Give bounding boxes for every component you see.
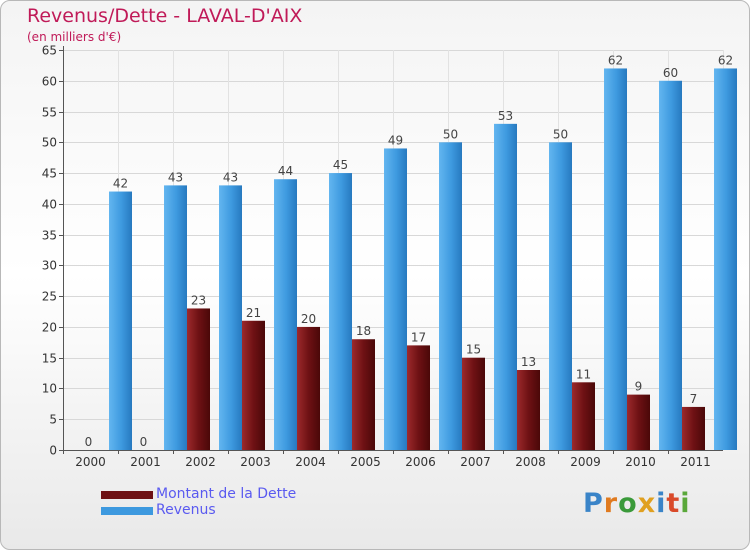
bar-debt <box>352 339 375 450</box>
data-label-revenus: 50 <box>553 127 568 141</box>
data-label-debt: 20 <box>301 312 316 326</box>
bar-revenus <box>109 191 132 451</box>
proxiti-logo: Proxiti <box>583 488 691 519</box>
bar-debt <box>572 382 595 450</box>
x-tick-label: 2005 <box>350 455 381 469</box>
y-tick-label: 20 <box>42 321 57 335</box>
data-label-revenus: 42 <box>113 177 128 191</box>
y-tick-label: 40 <box>42 198 57 212</box>
x-tick-label: 2002 <box>185 455 216 469</box>
bar-debt <box>627 394 650 450</box>
y-tick-label: 10 <box>42 382 57 396</box>
bars <box>109 68 737 451</box>
data-label-debt: 17 <box>411 330 426 344</box>
bar-debt <box>407 345 430 450</box>
data-label-debt: 7 <box>690 392 698 406</box>
y-tick-label: 35 <box>42 229 57 243</box>
bar-revenus <box>329 173 352 451</box>
y-tick-label: 30 <box>42 259 57 273</box>
data-label-debt: 18 <box>356 324 371 338</box>
bar-revenus <box>219 185 242 450</box>
chart-subtitle: (en milliers d'€) <box>27 30 122 44</box>
x-tick-label: 2004 <box>295 455 326 469</box>
data-label-debt: 15 <box>466 343 481 357</box>
y-tick-label: 45 <box>42 167 57 181</box>
bar-debt <box>242 320 265 450</box>
data-label-debt: 0 <box>85 435 93 449</box>
data-label-revenus: 60 <box>663 66 678 80</box>
y-tick-label: 65 <box>42 44 57 58</box>
y-tick-label: 0 <box>49 444 57 458</box>
legend-swatch-revenus <box>101 507 153 515</box>
data-label-revenus: 43 <box>223 170 238 184</box>
legend-swatch-debt <box>101 491 153 499</box>
data-label-revenus: 53 <box>498 109 513 123</box>
data-label-revenus: 49 <box>388 133 403 147</box>
x-tick-label: 2008 <box>515 455 546 469</box>
bar-debt <box>517 370 540 450</box>
data-label-revenus: 44 <box>278 164 293 178</box>
data-label-revenus: 62 <box>718 53 733 67</box>
bar-debt <box>187 308 210 450</box>
x-tick-label: 2011 <box>680 455 711 469</box>
data-label-revenus: 45 <box>333 158 348 172</box>
labels: 0 42 0 43 23 43 21 44 20 45 18 49 17 50 15 53 13 50 11 62 9 6… <box>85 53 733 449</box>
y-tick-label: 50 <box>42 136 57 150</box>
y-tick-label: 25 <box>42 290 57 304</box>
bar-revenus <box>714 68 737 450</box>
bar-debt <box>682 406 705 450</box>
chart-title: Revenus/Dette - LAVAL-D'AIX <box>27 5 303 27</box>
y-tick-label: 5 <box>49 413 57 427</box>
bar-revenus <box>494 123 517 450</box>
data-label-debt: 23 <box>191 293 206 307</box>
data-label-revenus: 62 <box>608 53 623 67</box>
x-tick-label: 2009 <box>570 455 601 469</box>
bar-revenus <box>164 185 187 450</box>
data-label-debt: 21 <box>246 306 261 320</box>
y-tick-label: 15 <box>42 352 57 366</box>
data-label-debt: 13 <box>521 355 536 369</box>
y-tick-label: 55 <box>42 106 57 120</box>
x-tick-label: 2003 <box>240 455 271 469</box>
bar-revenus <box>549 142 572 451</box>
bar-revenus <box>659 80 682 451</box>
x-tick-label: 2001 <box>130 455 161 469</box>
legend-label-revenus: Revenus <box>156 502 216 518</box>
bar-revenus <box>604 68 627 450</box>
x-tick-label: 2007 <box>460 455 491 469</box>
data-label-debt: 0 <box>140 435 148 449</box>
data-label-revenus: 43 <box>168 170 183 184</box>
bar-debt <box>297 326 320 450</box>
bar-revenus <box>274 179 297 450</box>
y-tick-label: 60 <box>42 75 57 89</box>
x-tick-label: 2010 <box>625 455 656 469</box>
data-label-debt: 9 <box>635 380 643 394</box>
data-label-revenus: 50 <box>443 127 458 141</box>
x-tick-label: 2000 <box>75 455 106 469</box>
legend-label-debt: Montant de la Dette <box>156 486 297 502</box>
x-tick-label: 2006 <box>405 455 436 469</box>
data-label-debt: 11 <box>576 367 591 381</box>
bar-revenus <box>384 148 407 450</box>
bar-revenus <box>439 142 462 451</box>
bar-debt <box>462 357 485 450</box>
